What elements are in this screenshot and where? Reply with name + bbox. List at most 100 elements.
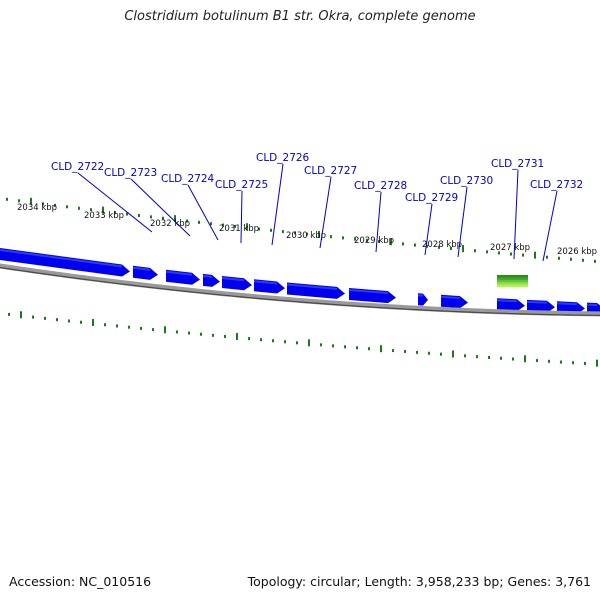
ruler-minor-tick: [150, 215, 152, 219]
ruler-minor-tick: [90, 208, 92, 212]
inner-minor-tick: [212, 333, 214, 337]
ruler-minor-tick: [522, 253, 524, 257]
gc-band: [497, 279, 528, 283]
inner-minor-tick: [464, 354, 466, 358]
inner-major-tick: [452, 350, 454, 358]
gene-label: CLD_2726: [256, 152, 310, 164]
inner-minor-tick: [476, 355, 478, 359]
gene-label: CLD_2725: [215, 179, 268, 191]
ruler-minor-tick: [114, 211, 116, 215]
label-leader-line: [424, 203, 433, 256]
label-leader-line: [271, 163, 284, 246]
ruler-minor-tick: [570, 257, 572, 261]
inner-minor-tick: [188, 331, 190, 335]
label-leader-line: [187, 184, 219, 241]
gene-arrow-highlight: [287, 283, 337, 290]
inner-minor-tick: [32, 315, 34, 319]
ruler-minor-tick: [162, 216, 164, 220]
inner-ruler-dots: [8, 311, 598, 367]
inner-minor-tick: [500, 356, 502, 360]
gene-arrow-highlight: [497, 299, 517, 303]
gene-arrow-highlight: [254, 280, 277, 285]
gene-label: CLD_2732: [530, 179, 583, 191]
inner-minor-tick: [548, 359, 550, 363]
inner-minor-tick: [260, 338, 262, 342]
label-leader-line: [319, 176, 332, 249]
gene-label-leaders: [77, 163, 558, 262]
inner-minor-tick: [356, 346, 358, 350]
ruler-minor-tick: [18, 199, 20, 203]
gene-arrow-highlight: [441, 295, 460, 300]
ruler-major-tick: [390, 238, 392, 246]
inner-minor-tick: [344, 345, 346, 349]
gene-arrow-highlight: [133, 266, 150, 271]
ruler-major-tick: [174, 215, 176, 223]
ruler-label: 2032 kbp: [150, 219, 190, 229]
inner-minor-tick: [428, 351, 430, 355]
inner-minor-tick: [440, 352, 442, 356]
gene-arrow-highlight: [557, 302, 577, 306]
gene-arrow-highlight: [349, 289, 388, 295]
ruler-labels: 2034 kbp 2033 kbp 2032 kbp 2031 kbp 2030 kbp…: [17, 203, 597, 257]
ruler-minor-tick: [426, 244, 428, 248]
ruler-minor-tick: [354, 237, 356, 241]
inner-minor-tick: [248, 337, 250, 341]
ruler-minor-tick: [378, 240, 380, 244]
label-leader-line: [240, 190, 243, 244]
inner-minor-tick: [56, 318, 58, 322]
inner-minor-tick: [80, 320, 82, 324]
inner-minor-tick: [272, 339, 274, 343]
backbone-shadow: [0, 266, 600, 316]
gc-band: [497, 275, 528, 278]
ruler-minor-tick: [54, 203, 56, 207]
inner-major-tick: [596, 359, 598, 367]
label-leader-line: [457, 186, 468, 258]
ruler-major-tick: [102, 206, 104, 214]
gene-track: [0, 247, 600, 315]
ruler-major-tick: [246, 223, 248, 231]
inner-major-tick: [92, 318, 94, 326]
map-title: Clostridium botulinum B1 str. Okra, comp…: [124, 9, 476, 24]
ruler-minor-tick: [438, 245, 440, 249]
genome-backbone: [0, 263, 600, 317]
ruler-label: 2028 kbp: [422, 240, 462, 250]
gc-band: [497, 284, 528, 288]
gene-labels: CLD_2722 CLD_2723 CLD_2724 CLD_2725 CLD_2726…: [51, 152, 583, 204]
inner-minor-tick: [320, 343, 322, 347]
gene-label: CLD_2730: [440, 175, 493, 187]
ruler-minor-tick: [306, 232, 308, 236]
ruler-minor-tick: [270, 228, 272, 232]
inner-minor-tick: [584, 361, 586, 365]
ruler-minor-tick: [126, 212, 128, 216]
inner-minor-tick: [368, 347, 370, 351]
gene-label: CLD_2723: [104, 167, 157, 179]
ruler-minor-tick: [66, 205, 68, 209]
inner-minor-tick: [416, 350, 418, 354]
ruler-minor-tick: [210, 222, 212, 226]
ruler-minor-tick: [42, 202, 44, 206]
inner-major-tick: [236, 333, 238, 341]
ruler-major-tick: [30, 197, 32, 205]
ruler-minor-tick: [546, 255, 548, 259]
ruler-minor-tick: [594, 259, 596, 263]
inner-minor-tick: [128, 325, 130, 329]
gene-label: CLD_2727: [304, 165, 357, 177]
inner-minor-tick: [560, 360, 562, 364]
gene-arrow-highlight: [0, 248, 122, 268]
accession-text: Accession: NC_010516: [9, 574, 152, 589]
gene-arrow-highlight: [222, 277, 244, 282]
ruler-label: 2029 kbp: [354, 236, 394, 246]
outer-ruler-dots: [6, 197, 596, 263]
gene-label: CLD_2731: [491, 158, 544, 170]
gc-band: [497, 282, 528, 285]
ruler-minor-tick: [414, 243, 416, 247]
inner-major-tick: [20, 311, 22, 319]
gene-arrow-highlight: [418, 294, 423, 297]
ruler-minor-tick: [186, 219, 188, 223]
gene-label: CLD_2728: [354, 180, 407, 192]
label-leader-line: [513, 169, 519, 260]
inner-minor-tick: [152, 328, 154, 332]
ruler-minor-tick: [282, 230, 284, 234]
ruler-minor-tick: [450, 247, 452, 251]
